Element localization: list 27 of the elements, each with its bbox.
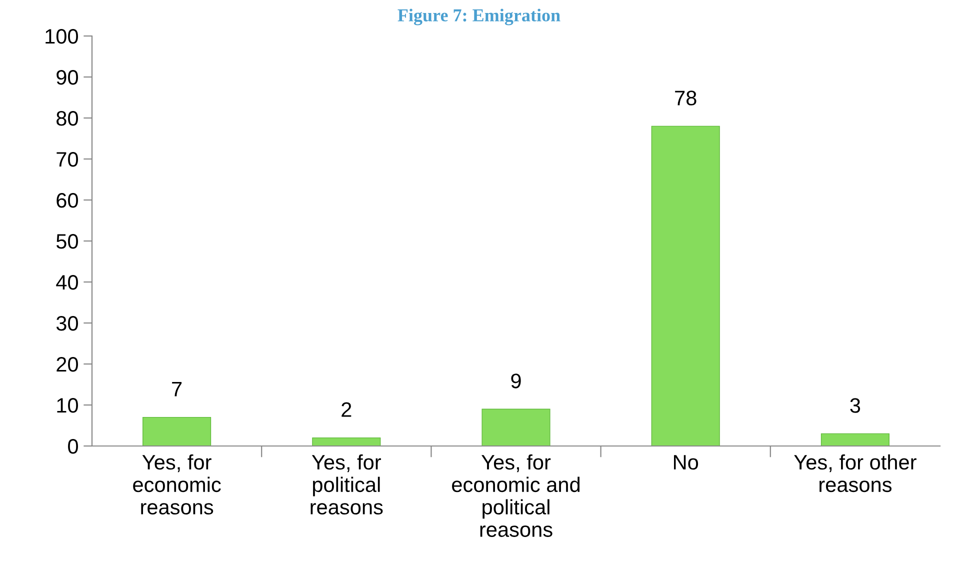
bar	[482, 408, 550, 446]
data-label: 78	[675, 90, 696, 106]
y-tick-label: 50	[56, 234, 78, 249]
y-tick-label: 60	[56, 193, 78, 208]
y-tick-label: 10	[57, 398, 78, 413]
x-tick-label: No	[674, 455, 698, 470]
data-label: 2	[342, 402, 352, 417]
y-tick-label: 40	[56, 275, 78, 290]
y-tick-label: 30	[56, 316, 78, 331]
y-tick-label: 90	[56, 70, 78, 85]
x-tick-label: Yes, for other reasons	[794, 454, 916, 492]
bar	[651, 126, 720, 446]
bar	[312, 437, 381, 446]
y-tick-label: 0	[68, 439, 78, 454]
x-tick-label: Yes, for economic reasons	[133, 454, 221, 515]
chart-title: Figure 7: Emigration	[398, 8, 560, 26]
data-label: 3	[850, 398, 860, 413]
y-tick-label: 100	[46, 29, 78, 44]
data-label: 9	[511, 374, 521, 388]
data-label: 7	[172, 382, 182, 396]
x-tick-label: Yes, for economic and political reasons	[452, 454, 580, 537]
y-tick-label: 20	[56, 357, 78, 372]
y-tick-label: 70	[56, 152, 78, 167]
x-tick-label: Yes, for political reasons	[310, 454, 383, 515]
y-tick-label: 80	[56, 111, 78, 126]
bar	[142, 416, 212, 446]
bar	[820, 433, 890, 446]
